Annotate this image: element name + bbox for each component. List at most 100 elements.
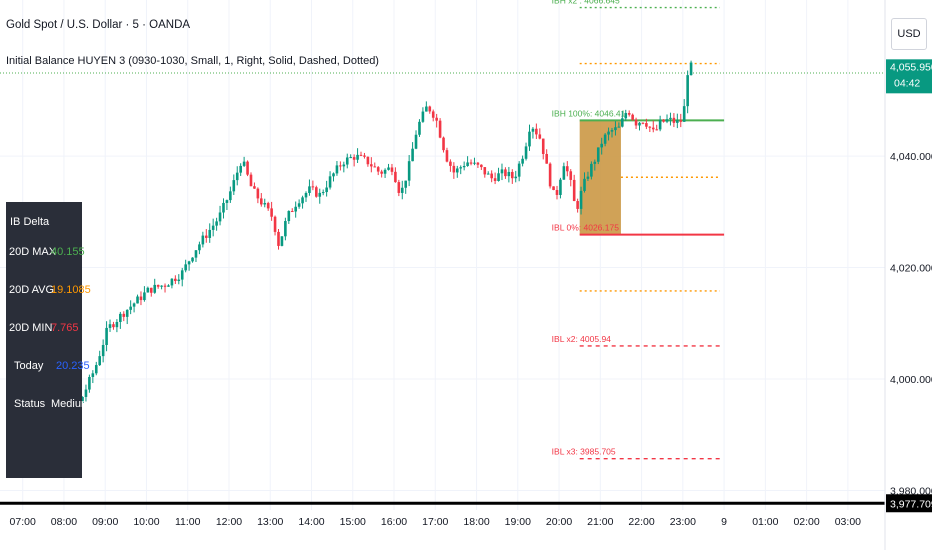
candle-body — [311, 186, 315, 188]
candle-body — [504, 169, 507, 177]
candle-body — [119, 313, 122, 322]
candle-body — [184, 264, 187, 271]
candle-body — [524, 146, 528, 159]
candle-body — [531, 128, 535, 132]
candle-body — [349, 157, 352, 159]
candle-body — [187, 261, 191, 265]
candle-body — [339, 165, 342, 167]
candle-body — [191, 257, 194, 262]
candle-body — [332, 173, 335, 177]
candle-body — [455, 168, 459, 173]
candle-body — [218, 212, 222, 222]
candle-body — [232, 180, 236, 192]
chart-symbol-title[interactable]: Gold Spot / U.S. Dollar · 5 · OANDA — [6, 19, 191, 31]
candle-body — [294, 206, 297, 212]
candle-body — [445, 150, 449, 162]
candle-body — [425, 106, 428, 112]
candle-body — [260, 198, 263, 205]
time-tick-label: 07:00 — [10, 516, 36, 528]
ib-row-label: Today — [14, 360, 44, 372]
time-tick-label: 15:00 — [340, 516, 366, 528]
candle-body — [201, 235, 205, 245]
candle-body — [149, 287, 153, 293]
candle-body — [452, 165, 456, 173]
ib-level-label: IBL x3: 3985.705 — [552, 447, 616, 457]
candle-body — [129, 306, 132, 310]
candle-body — [315, 187, 318, 197]
currency-button[interactable]: USD — [891, 18, 927, 50]
candle-body — [112, 324, 115, 328]
candle-body — [301, 197, 304, 204]
bar-countdown: 04:42 — [894, 77, 920, 89]
price-tick-label: 4,000.000 — [890, 374, 932, 386]
candle-body — [617, 126, 621, 128]
candle-body — [380, 171, 383, 174]
candle-body — [535, 128, 538, 135]
candle-body — [627, 113, 631, 115]
candle-body — [541, 138, 545, 154]
candle-body — [672, 117, 676, 123]
indicator-legend[interactable]: Initial Balance HUYEN 3 (0930-1030, Smal… — [6, 55, 379, 67]
candle-body — [160, 285, 163, 287]
candle-body — [600, 143, 603, 148]
chart-grid — [0, 0, 885, 510]
candle-body — [621, 118, 624, 127]
candle-body — [414, 134, 418, 149]
candle-body — [469, 162, 473, 164]
candle-body — [108, 324, 112, 328]
candle-body — [98, 356, 102, 366]
candle-body — [528, 131, 531, 147]
time-tick-label: 01:00 — [752, 516, 778, 528]
ib-row-value: 40.155 — [51, 246, 85, 258]
candle-body — [170, 278, 174, 286]
candle-body — [590, 163, 593, 177]
candle-body — [373, 166, 377, 168]
candle-body — [438, 120, 442, 138]
time-tick-label: 09:00 — [92, 516, 118, 528]
ib-table-row: 20D MIN 7.765 — [6, 318, 82, 338]
candle-body — [555, 190, 559, 195]
candle-body — [603, 134, 607, 144]
ib-level-label: IBH 100%: 4046.41 — [552, 108, 626, 118]
candle-body — [156, 284, 160, 287]
candle-body — [572, 179, 576, 202]
candle-body — [607, 131, 610, 135]
candle-body — [143, 292, 146, 301]
time-tick-label: 14:00 — [298, 516, 324, 528]
candle-body — [593, 161, 597, 164]
candle-body — [576, 201, 579, 209]
candle-body — [115, 321, 119, 328]
time-tick-label: 9 — [721, 516, 727, 528]
candle-body — [421, 111, 425, 122]
ib-table-title: IB Delta — [10, 216, 50, 228]
ib-row-value: 19.1085 — [51, 284, 91, 296]
candle-body — [84, 389, 88, 397]
candle-body — [418, 121, 421, 135]
candle-body — [645, 123, 648, 127]
candle-body — [167, 285, 170, 287]
candle-body — [304, 192, 308, 198]
candle-body — [198, 244, 201, 251]
candle-body — [242, 161, 246, 166]
candle-body — [390, 167, 394, 172]
candle-body — [658, 119, 662, 130]
price-labels: 4,055.950 04:42 3,977.709 — [886, 59, 932, 513]
candle-body — [559, 179, 562, 195]
candle-body — [229, 191, 232, 201]
time-axis[interactable]: 07:00 08:00 09:00 10:00 11:00 12:00 13:00 14:00… — [10, 516, 862, 528]
candle-body — [665, 119, 669, 122]
candle-body — [225, 200, 229, 203]
time-tick-label: 16:00 — [381, 516, 407, 528]
candle-body — [435, 117, 438, 121]
candle-body — [370, 164, 373, 167]
candle-body — [614, 127, 617, 131]
candle-body — [631, 114, 634, 120]
candle-body — [325, 187, 328, 193]
candle-body — [204, 235, 208, 238]
candle-body — [383, 169, 387, 174]
ib-row-value: 7.765 — [51, 322, 79, 334]
candle-body — [345, 157, 349, 165]
candle-body — [634, 119, 638, 126]
time-tick-label: 21:00 — [587, 516, 613, 528]
